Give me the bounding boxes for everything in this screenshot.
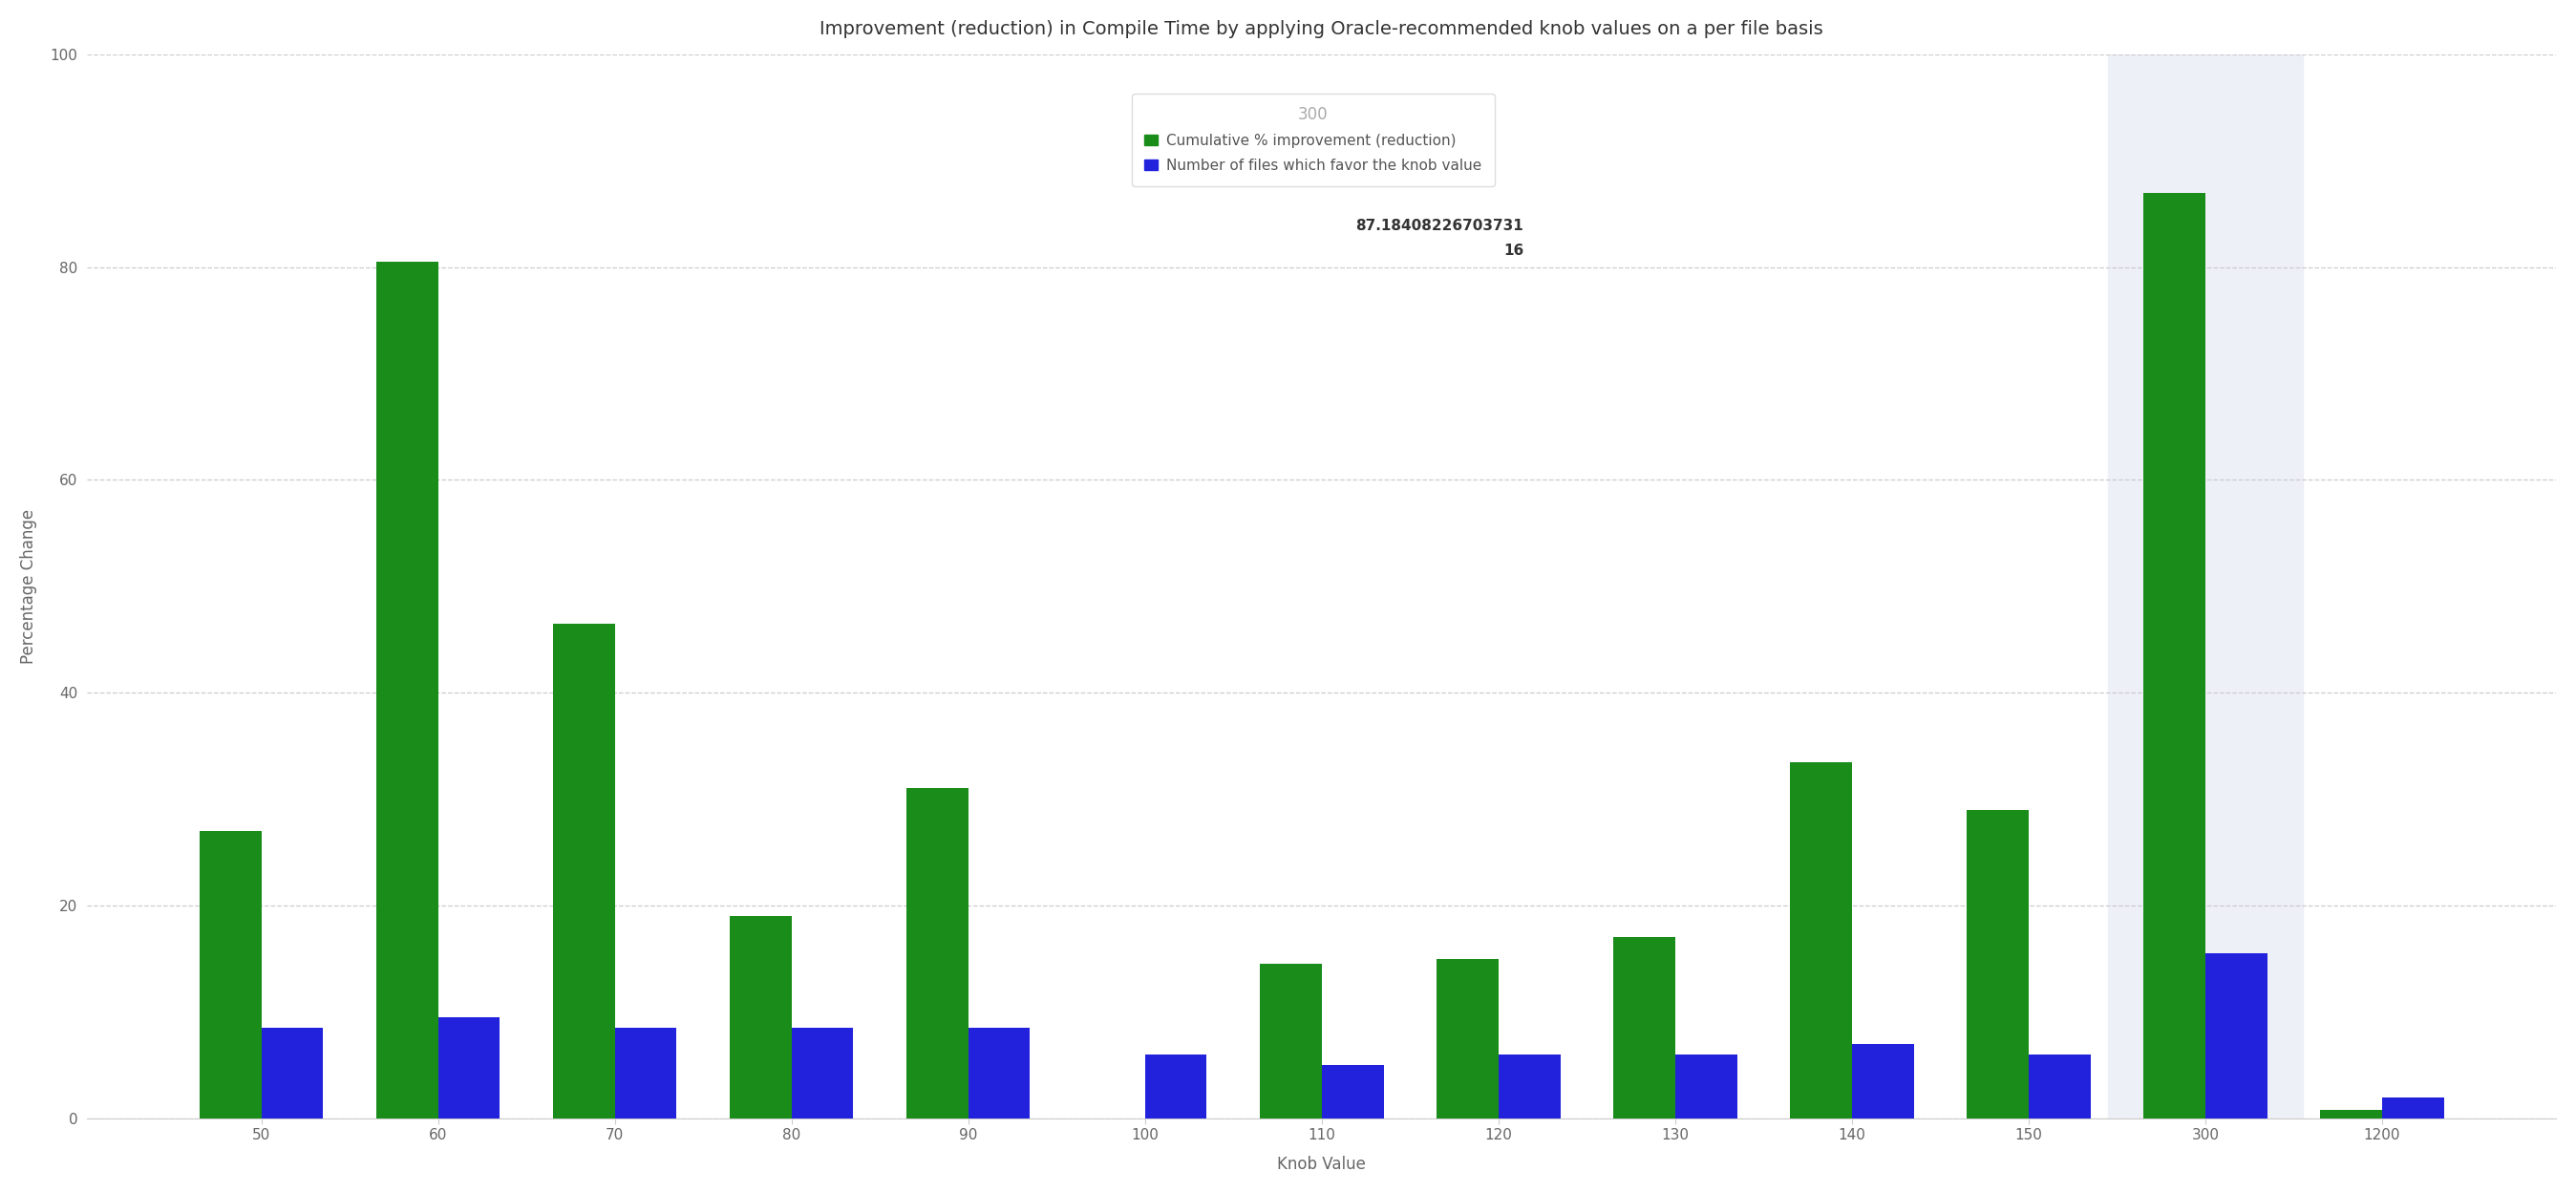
Bar xyxy=(198,832,260,1118)
Bar xyxy=(2205,953,2267,1118)
Title: Improvement (reduction) in Compile Time by applying Oracle-recommended knob valu: Improvement (reduction) in Compile Time … xyxy=(819,20,1824,38)
Bar xyxy=(616,1028,677,1118)
Bar xyxy=(969,1028,1030,1118)
Bar xyxy=(2321,1109,2383,1118)
Bar xyxy=(260,1028,322,1118)
Bar xyxy=(554,624,616,1118)
Bar xyxy=(438,1018,500,1118)
Bar xyxy=(2383,1098,2445,1118)
Text: 87.18408226703731: 87.18408226703731 xyxy=(1355,218,1525,233)
Bar xyxy=(1260,964,1321,1118)
Bar xyxy=(791,1028,853,1118)
Text: 16: 16 xyxy=(1504,243,1525,258)
Bar xyxy=(1437,959,1499,1118)
Bar xyxy=(1144,1055,1206,1118)
Bar xyxy=(907,789,969,1118)
Bar xyxy=(1613,938,1674,1118)
Bar xyxy=(1499,1055,1561,1118)
Bar xyxy=(2107,54,2303,1118)
Bar xyxy=(1790,762,1852,1118)
Bar xyxy=(2027,1055,2092,1118)
Legend: Cumulative % improvement (reduction), Number of files which favor the knob value: Cumulative % improvement (reduction), Nu… xyxy=(1131,93,1494,186)
Bar xyxy=(729,916,791,1118)
Bar xyxy=(1674,1055,1736,1118)
Bar xyxy=(1852,1044,1914,1118)
Bar xyxy=(376,261,438,1118)
Bar xyxy=(2143,192,2205,1118)
Bar xyxy=(1965,810,2027,1118)
X-axis label: Knob Value: Knob Value xyxy=(1278,1156,1365,1173)
Y-axis label: Percentage Change: Percentage Change xyxy=(21,509,36,663)
Bar xyxy=(1321,1065,1383,1118)
